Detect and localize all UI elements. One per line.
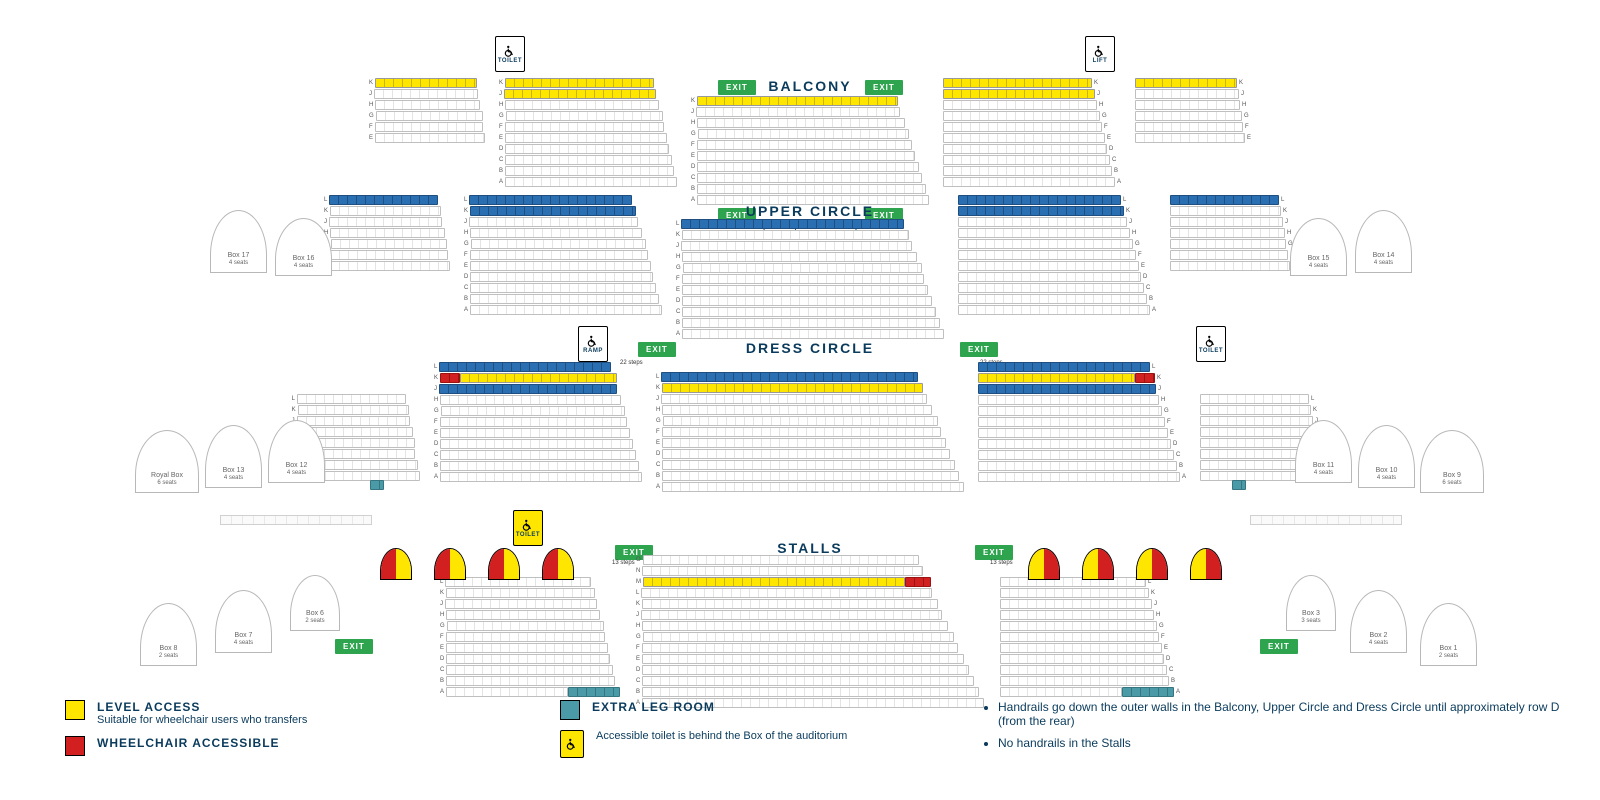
badge-label: TOILET [498, 58, 522, 64]
stalls-arch-box: Box 42 seats [1190, 548, 1222, 580]
legend-item: WHEELCHAIR ACCESSIBLE [65, 736, 525, 756]
seating-map: TOILET LIFT EXIT EXIT BALCONY 20 steps 2… [0, 0, 1600, 800]
side-box: Box 10 4 seats [1358, 425, 1415, 488]
stalls-arch-box: Box A3 seats [1136, 548, 1168, 580]
exit-badge: EXIT [1260, 639, 1298, 654]
exit-badge: EXIT [960, 342, 998, 357]
stalls-arch-box: Box H3 seats [434, 548, 466, 580]
badge-label: TOILET [1199, 348, 1223, 354]
side-box: Box 1 2 seats [1420, 603, 1477, 666]
balcony-blocks: KJHGFE KJHGFEDCBA KJHGFEDCBA KJHGFEDCBA … [320, 78, 1300, 205]
wheelchair-toilet-icon: TOILET [1196, 326, 1226, 362]
front-row-numbers [220, 515, 372, 525]
wheelchair-toilet-yellow-icon: TOILET [513, 510, 543, 546]
legend-title: LEVEL ACCESS [97, 700, 307, 714]
legend-swatch [65, 700, 85, 720]
stalls-arch-box: Box G3 seats [488, 548, 520, 580]
legend-item: Accessible toilet is behind the Box of t… [560, 730, 940, 758]
side-box: Box 13 4 seats [205, 425, 262, 488]
stalls-right: LKJHGFEDCBA [1000, 577, 1180, 697]
stalls-arch-box: Box F3 seats [542, 548, 574, 580]
legend-swatch [560, 700, 580, 720]
upper-circle-outer-right: LKJHGFE [1170, 195, 1296, 271]
legend-title: EXTRA LEG ROOM [592, 700, 715, 714]
badge-label: LIFT [1093, 58, 1108, 64]
stalls-arch-box: Box C3 seats [1028, 548, 1060, 580]
side-box: Box 17 4 seats [210, 210, 267, 273]
upper-circle-blocks: LKJHGFE LKJHGFEDCBA LKJHGFEDCBA LKJHGFED… [300, 195, 1320, 339]
upper-circle-right: LKJHGFEDCBA [958, 195, 1156, 315]
upper-circle-center: LKJHGFEDCBA [676, 219, 944, 339]
legend-item: LEVEL ACCESS Suitable for wheelchair use… [65, 700, 525, 726]
dress-circle-center: LKJHGFEDCBA [656, 372, 964, 492]
badge-label: RAMP [583, 348, 603, 354]
extra-legroom-seat [370, 480, 384, 490]
legend-subtitle: Suitable for wheelchair users who transf… [97, 714, 307, 726]
dress-circle-title: DRESS CIRCLE [700, 340, 920, 356]
balcony-outer-left: KJHGFE [369, 78, 485, 143]
legend-bullet: No handrails in the Stalls [998, 736, 1560, 750]
front-row-numbers [1250, 515, 1402, 525]
wheelchair-toilet-yellow-icon [560, 730, 584, 758]
legend-col-2: EXTRA LEG ROOM Accessible toilet is behi… [560, 700, 940, 768]
stalls-arch-boxes-left: Box E2 seats Box H3 seats Box G3 seats Box … [380, 548, 574, 580]
exit-badge: EXIT [335, 639, 373, 654]
legend-col-3: Handrails go down the outer walls in the… [980, 700, 1560, 758]
upper-circle-outer-left: LKJHGFE [324, 195, 450, 271]
legend-col-1: LEVEL ACCESS Suitable for wheelchair use… [65, 700, 525, 766]
badge-label: TOILET [516, 532, 540, 538]
balcony-left: KJHGFEDCBA [499, 78, 677, 187]
side-box: Box 2 4 seats [1350, 590, 1407, 653]
exit-badge: EXIT [638, 342, 676, 357]
stalls-arch-boxes-right: Box C3 seats Box B3 seats Box A3 seats Box … [1028, 548, 1222, 580]
dress-circle-blocks: LKJHGFED LKJHGFEDCBA LKJHGFEDCBA LKJHGFE… [280, 362, 1340, 492]
side-box: Box 7 4 seats [215, 590, 272, 653]
side-box: Box 6 2 seats [290, 575, 340, 631]
upper-circle-left: LKJHGFEDCBA [464, 195, 662, 315]
stalls-center: ONMLKJHGFEDCBA [636, 555, 984, 708]
dress-circle-right: LKJHGFEDCBA [978, 362, 1186, 482]
extra-legroom-seat [1232, 480, 1246, 490]
legend-title: WHEELCHAIR ACCESSIBLE [97, 736, 280, 750]
legend-bullet: Handrails go down the outer walls in the… [998, 700, 1560, 728]
side-box: Box 3 3 seats [1286, 575, 1336, 631]
legend-swatch [65, 736, 85, 756]
wheelchair-toilet-icon: TOILET [495, 36, 525, 72]
legend-item: EXTRA LEG ROOM [560, 700, 940, 720]
legend-toilet-note: Accessible toilet is behind the Box of t… [596, 730, 847, 742]
stalls-left: LKJHGFEDCBA [440, 577, 620, 697]
wheelchair-lift-icon: LIFT [1085, 36, 1115, 72]
wheelchair-ramp-icon: RAMP [578, 326, 608, 362]
side-box: Box 9 6 seats [1420, 430, 1484, 493]
side-box: Royal Box 6 seats [135, 430, 199, 493]
side-box: Box 8 2 seats [140, 603, 197, 666]
dress-circle-left: LKJHGFEDCBA [434, 362, 642, 482]
balcony-center: KJHGFEDCBA [691, 96, 929, 205]
stalls-arch-box: Box B3 seats [1082, 548, 1114, 580]
balcony-right: KJHGFEDCBA [943, 78, 1121, 187]
balcony-outer-right: KJHGFE [1135, 78, 1251, 143]
stalls-title: STALLS [700, 540, 920, 556]
stalls-arch-box: Box E2 seats [380, 548, 412, 580]
side-box: Box 14 4 seats [1355, 210, 1412, 273]
